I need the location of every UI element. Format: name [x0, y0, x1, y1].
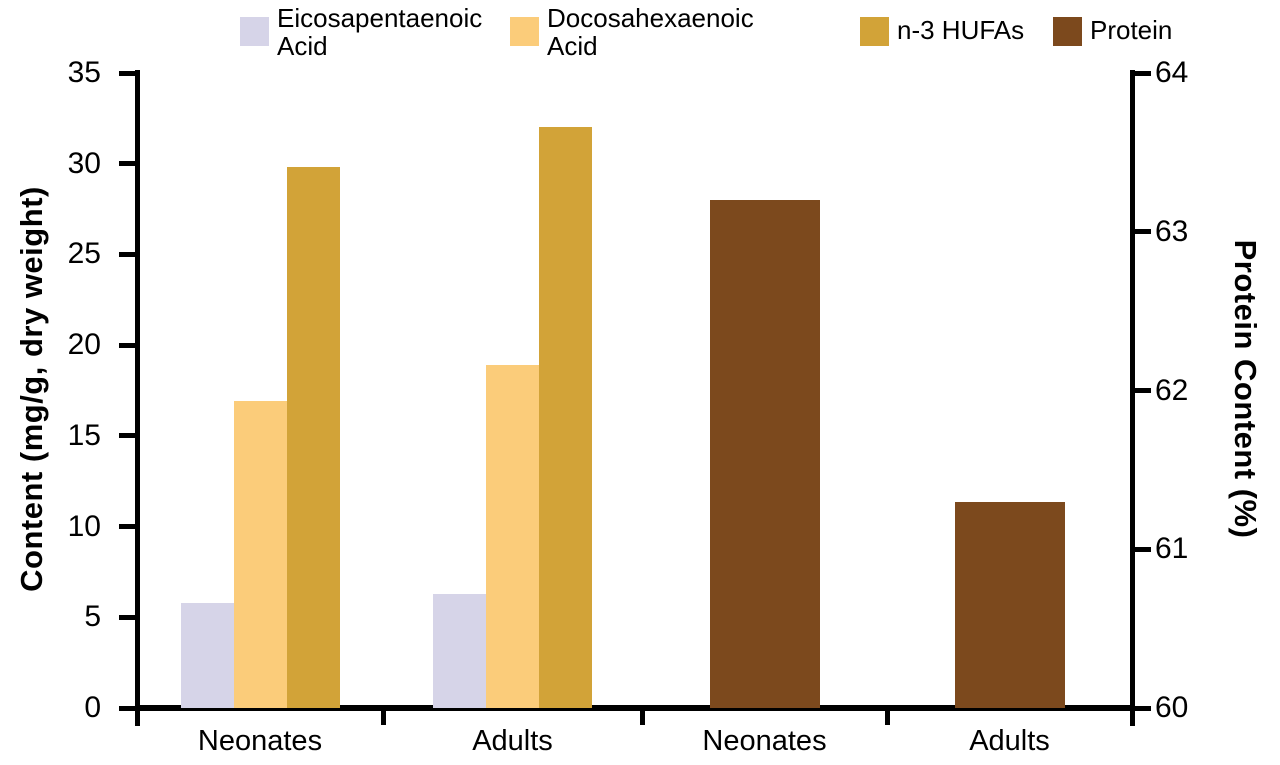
left-axis-tick — [118, 342, 135, 348]
right-axis-tick-label: 64 — [1155, 56, 1189, 89]
bar-n-3-hufas-adults — [539, 127, 592, 708]
right-axis-tick — [1134, 705, 1151, 711]
x-axis-tick — [639, 711, 645, 725]
left-axis-tick — [118, 251, 135, 257]
left-axis-tick-label: 35 — [67, 56, 101, 89]
left-axis-tick-label: 20 — [67, 328, 101, 362]
left-axis-tick — [118, 433, 135, 439]
legend-swatch-docosahexaenoic-acid — [510, 17, 539, 46]
x-axis — [134, 705, 1135, 711]
category-label-adults: Adults — [969, 725, 1050, 757]
x-axis-tick — [884, 711, 890, 725]
right-axis-tick-label: 60 — [1155, 691, 1189, 724]
bar-protein-adults — [954, 501, 1065, 708]
left-axis-tick — [118, 614, 135, 620]
left-axis-tick-label: 10 — [67, 509, 101, 543]
bar-eicosapentaenoic-acid-adults — [433, 593, 486, 708]
bar-protein-neonates — [709, 200, 820, 708]
right-y-axis — [1129, 70, 1135, 726]
legend-swatch-eicosapentaenoic-acid — [240, 17, 269, 46]
left-axis-tick-label: 25 — [67, 237, 101, 271]
right-axis-tick — [1134, 229, 1151, 235]
left-axis-tick — [118, 524, 135, 530]
left-axis-tick — [118, 161, 135, 167]
left-axis-tick-label: 5 — [84, 600, 101, 634]
bar-docosahexaenoic-acid-neonates — [233, 401, 287, 708]
legend-label-docosahexaenoic-acid: Docosahexaenoic Acid — [547, 3, 754, 61]
legend-swatch-protein — [1053, 17, 1082, 46]
left-axis-tick-label: 15 — [67, 418, 101, 452]
left-axis-tick-label: 30 — [67, 146, 101, 180]
right-axis-tick — [1134, 388, 1151, 393]
category-label-adults: Adults — [472, 725, 553, 757]
bar-docosahexaenoic-acid-adults — [486, 365, 539, 708]
category-label-neonates: Neonates — [197, 725, 323, 757]
bar-n-3-hufas-neonates — [286, 167, 340, 708]
right-axis-tick-label: 61 — [1155, 532, 1189, 566]
right-axis-tick — [1134, 70, 1151, 76]
legend-label-eicosapentaenoic-acid: Eicosapentaenoic Acid — [277, 3, 483, 61]
left-axis-tick — [118, 705, 135, 711]
right-axis-tick-label: 62 — [1155, 373, 1189, 407]
category-label-neonates: Neonates — [702, 725, 827, 757]
x-axis-tick — [380, 711, 386, 725]
bar-eicosapentaenoic-acid-neonates — [180, 602, 234, 708]
left-axis-tick — [118, 70, 135, 76]
legend-label-n3-hufas: n-3 HUFAs — [897, 15, 1025, 45]
right-axis-title: Protein Content (%) — [1228, 239, 1263, 538]
left-axis-tick-label: 0 — [84, 691, 101, 724]
left-axis-title: Content (mg/g, dry weight) — [14, 185, 49, 592]
right-axis-tick-label: 63 — [1155, 214, 1189, 248]
left-y-axis — [134, 70, 140, 726]
legend-label-protein: Protein — [1090, 15, 1173, 45]
right-axis-tick — [1134, 546, 1151, 552]
legend-swatch-n3-hufas — [860, 17, 889, 46]
